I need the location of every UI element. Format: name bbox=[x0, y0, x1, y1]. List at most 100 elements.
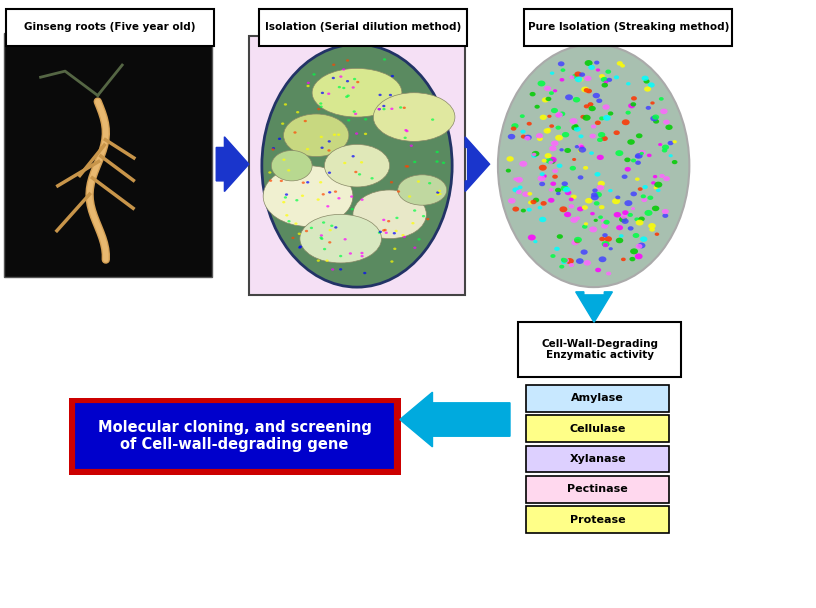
Circle shape bbox=[597, 181, 605, 186]
Ellipse shape bbox=[325, 145, 390, 187]
Circle shape bbox=[565, 258, 574, 264]
Circle shape bbox=[539, 115, 547, 120]
Circle shape bbox=[592, 188, 597, 193]
Circle shape bbox=[580, 115, 586, 119]
Circle shape bbox=[438, 193, 441, 195]
Circle shape bbox=[546, 158, 553, 164]
Circle shape bbox=[584, 76, 592, 81]
Circle shape bbox=[329, 229, 332, 232]
Circle shape bbox=[370, 177, 374, 179]
Circle shape bbox=[574, 126, 581, 132]
Circle shape bbox=[624, 157, 631, 162]
Circle shape bbox=[578, 175, 583, 179]
Circle shape bbox=[654, 232, 659, 236]
Circle shape bbox=[574, 72, 582, 77]
Ellipse shape bbox=[283, 114, 349, 156]
Circle shape bbox=[513, 178, 517, 181]
Circle shape bbox=[511, 126, 517, 131]
Circle shape bbox=[614, 75, 619, 79]
Circle shape bbox=[335, 226, 338, 229]
Circle shape bbox=[596, 98, 602, 103]
Circle shape bbox=[572, 74, 578, 78]
Circle shape bbox=[585, 198, 592, 204]
Circle shape bbox=[280, 179, 283, 182]
Circle shape bbox=[347, 94, 350, 97]
Circle shape bbox=[548, 161, 553, 164]
Circle shape bbox=[638, 216, 645, 221]
Circle shape bbox=[578, 149, 583, 153]
Circle shape bbox=[395, 216, 398, 219]
Circle shape bbox=[346, 80, 349, 83]
Circle shape bbox=[294, 131, 297, 134]
Circle shape bbox=[603, 243, 608, 247]
Circle shape bbox=[408, 195, 411, 198]
Bar bbox=[526, 506, 669, 533]
Circle shape bbox=[379, 94, 382, 96]
Circle shape bbox=[641, 195, 646, 198]
Circle shape bbox=[344, 162, 347, 164]
Circle shape bbox=[656, 188, 660, 192]
Circle shape bbox=[632, 233, 640, 238]
Circle shape bbox=[582, 206, 588, 210]
Circle shape bbox=[594, 201, 600, 206]
Circle shape bbox=[552, 169, 558, 173]
Circle shape bbox=[574, 124, 579, 128]
Circle shape bbox=[331, 77, 335, 79]
Ellipse shape bbox=[498, 44, 690, 287]
Circle shape bbox=[622, 119, 630, 125]
Circle shape bbox=[417, 238, 420, 241]
Circle shape bbox=[569, 204, 574, 209]
Circle shape bbox=[326, 260, 329, 262]
Circle shape bbox=[272, 147, 275, 150]
Circle shape bbox=[352, 155, 355, 157]
Circle shape bbox=[622, 219, 628, 224]
Circle shape bbox=[532, 151, 539, 156]
Circle shape bbox=[639, 150, 645, 155]
Circle shape bbox=[667, 141, 673, 145]
Circle shape bbox=[392, 232, 396, 235]
Circle shape bbox=[645, 210, 653, 216]
Circle shape bbox=[525, 134, 532, 140]
Circle shape bbox=[583, 88, 589, 92]
Circle shape bbox=[317, 198, 320, 201]
Circle shape bbox=[399, 106, 402, 109]
Circle shape bbox=[352, 86, 355, 89]
Circle shape bbox=[665, 125, 672, 130]
Circle shape bbox=[599, 116, 605, 120]
Circle shape bbox=[621, 258, 626, 261]
Circle shape bbox=[631, 159, 636, 162]
Circle shape bbox=[641, 75, 649, 81]
Circle shape bbox=[269, 179, 273, 182]
Circle shape bbox=[383, 108, 386, 110]
Circle shape bbox=[442, 162, 446, 164]
Circle shape bbox=[552, 174, 558, 179]
Circle shape bbox=[594, 61, 600, 64]
Circle shape bbox=[578, 78, 583, 81]
Circle shape bbox=[658, 143, 663, 146]
Circle shape bbox=[579, 143, 583, 147]
Circle shape bbox=[284, 196, 287, 199]
Circle shape bbox=[278, 137, 282, 140]
Circle shape bbox=[653, 119, 659, 123]
Circle shape bbox=[326, 205, 330, 207]
Circle shape bbox=[672, 160, 677, 164]
Circle shape bbox=[582, 224, 588, 229]
Circle shape bbox=[601, 77, 608, 82]
Circle shape bbox=[559, 111, 565, 116]
Circle shape bbox=[550, 72, 554, 75]
Circle shape bbox=[647, 154, 652, 157]
Circle shape bbox=[333, 134, 336, 136]
Circle shape bbox=[588, 102, 593, 106]
Circle shape bbox=[603, 115, 611, 121]
Circle shape bbox=[654, 186, 659, 190]
Circle shape bbox=[634, 218, 640, 221]
Circle shape bbox=[604, 80, 608, 84]
Circle shape bbox=[337, 197, 340, 199]
Circle shape bbox=[647, 196, 654, 200]
Circle shape bbox=[539, 182, 545, 186]
Circle shape bbox=[346, 59, 349, 61]
Circle shape bbox=[317, 260, 320, 262]
Circle shape bbox=[594, 192, 602, 198]
Circle shape bbox=[330, 224, 334, 227]
Circle shape bbox=[650, 102, 654, 105]
